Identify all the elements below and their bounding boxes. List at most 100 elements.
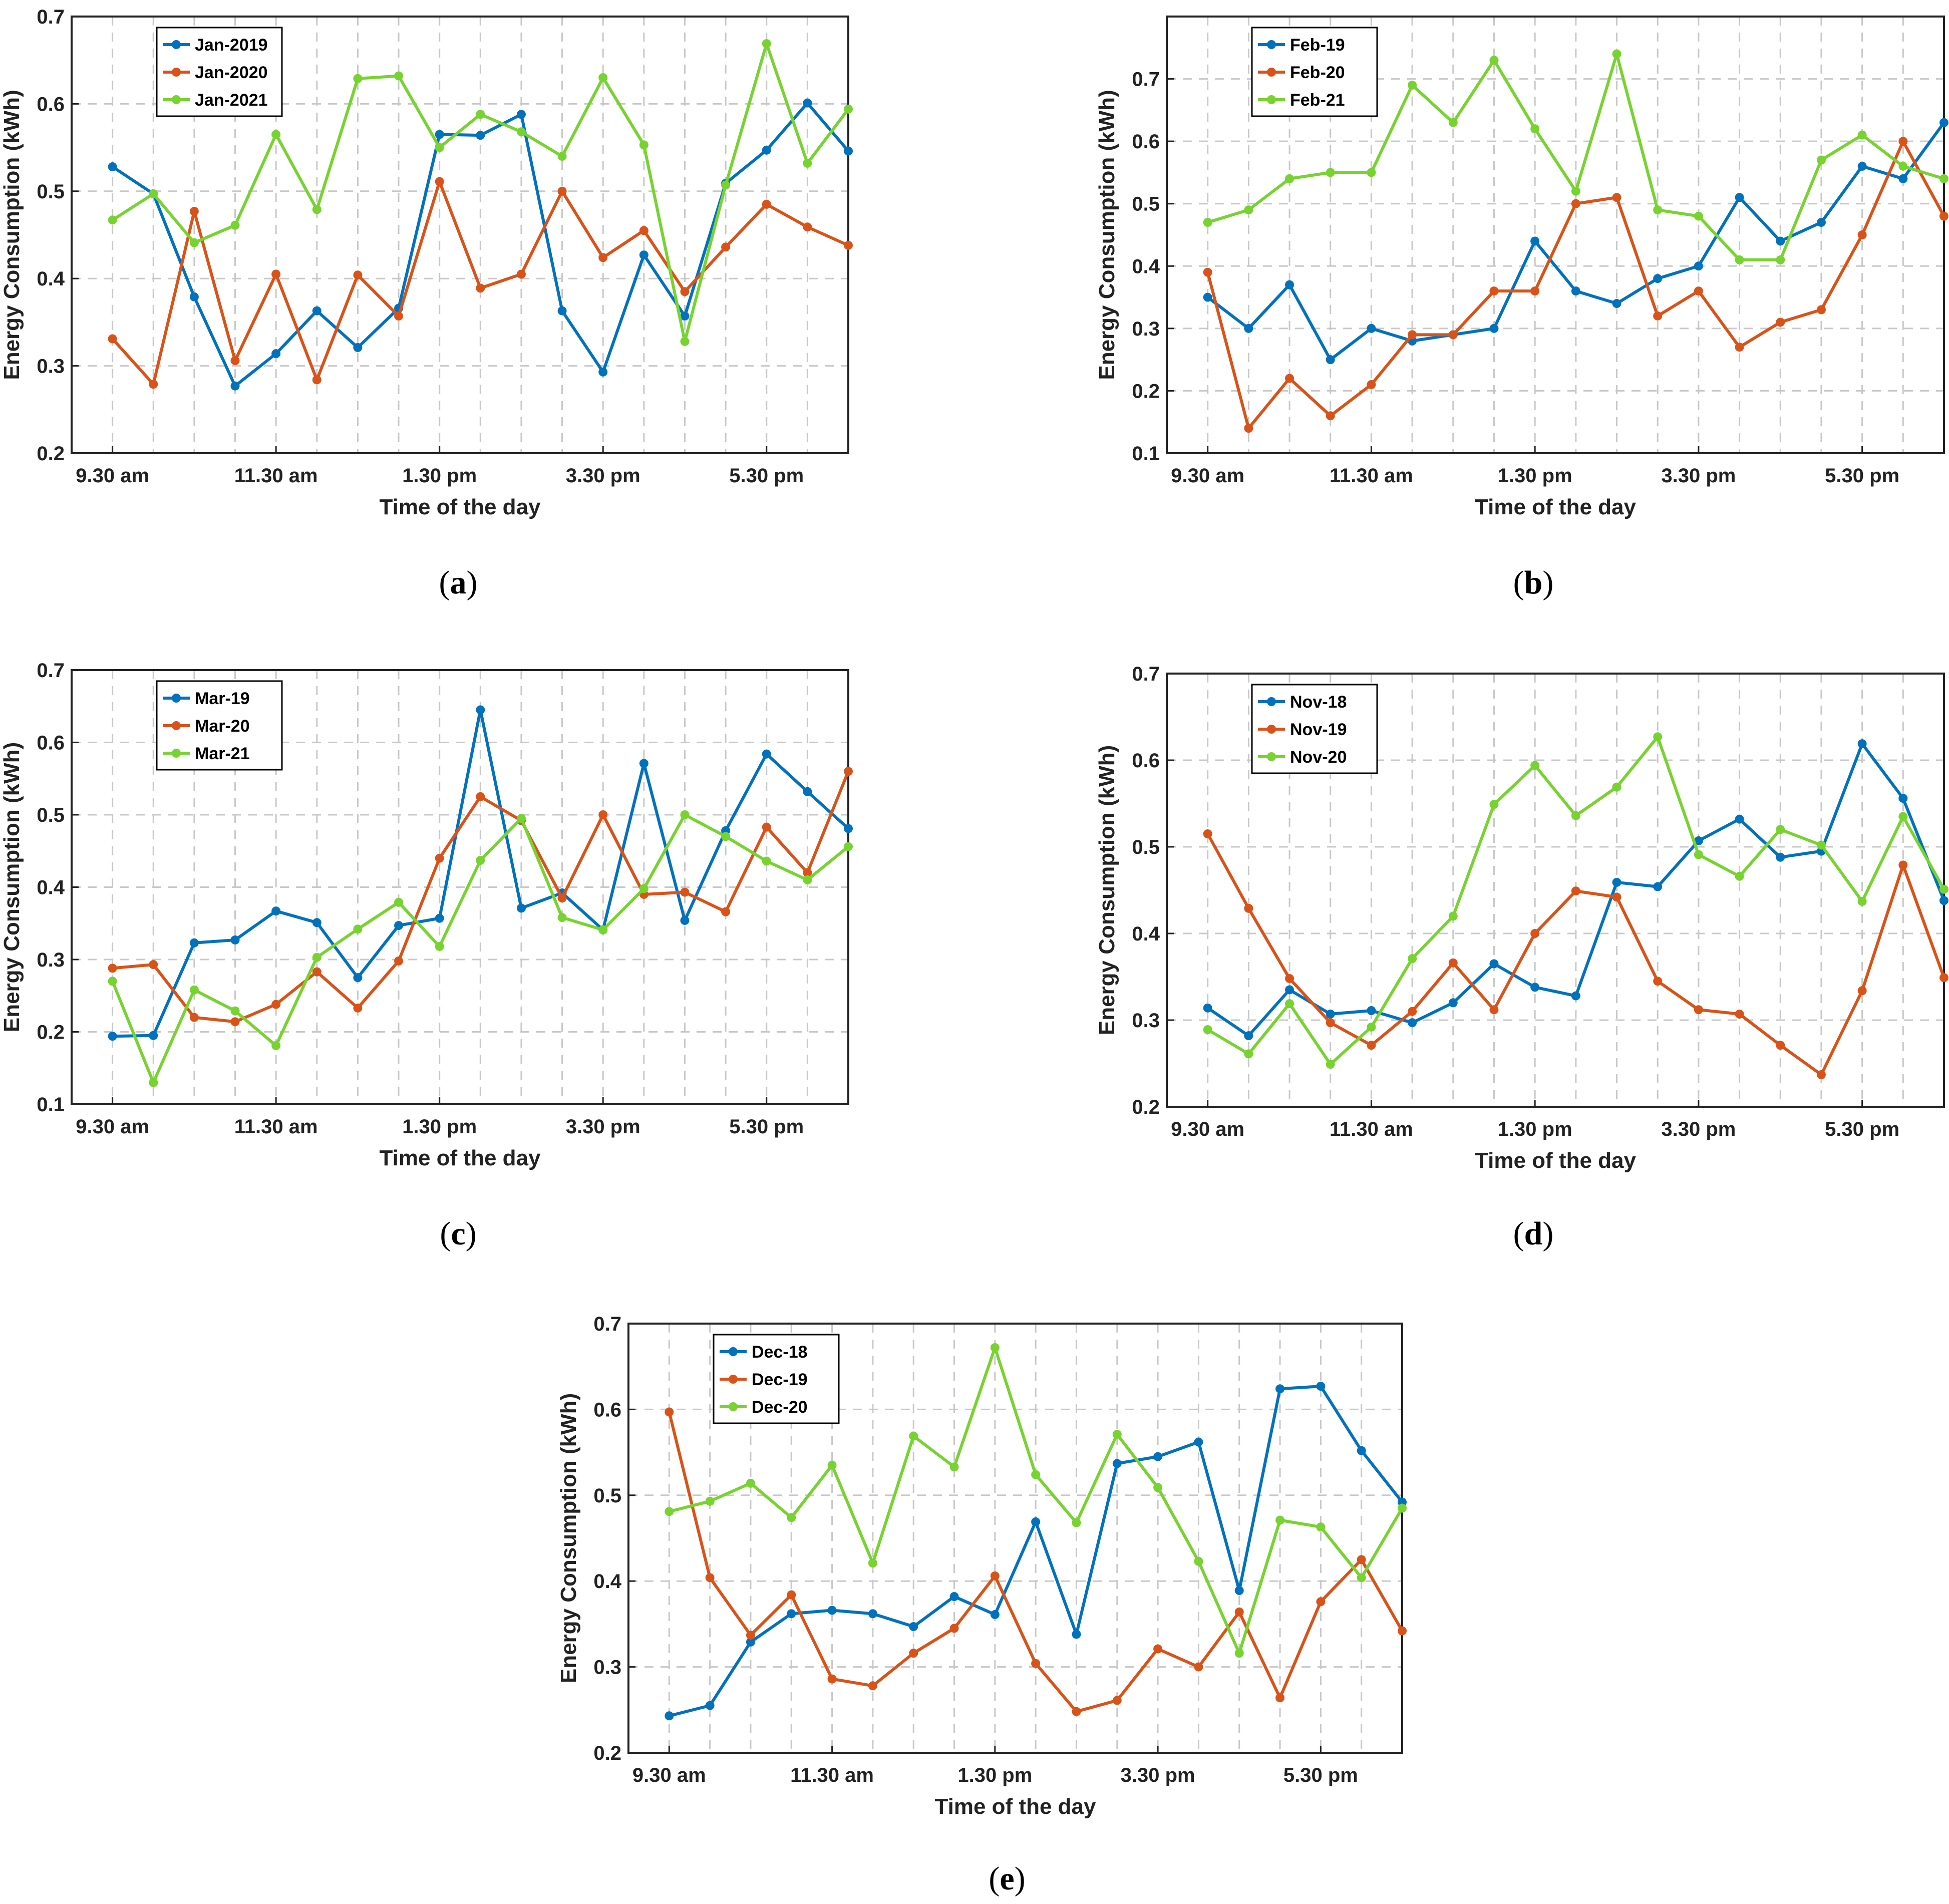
data-point [680,287,690,296]
chart-panel-c: 0.1 0.2 0.3 0.4 0.5 0.6 0.7 9.30 am 11.30 am 1.30… [0,660,853,1252]
data-point [1244,324,1253,333]
data-point [1653,274,1663,283]
data-point [189,1013,199,1022]
data-point [230,1006,240,1016]
axes-frame [1166,16,1945,454]
data-point [1776,236,1785,246]
legend: Mar-19 Mar-20 Mar-21 [156,680,283,771]
legend-marker [1267,697,1276,706]
data-point [1031,1470,1041,1479]
data-point [1857,230,1867,239]
data-point [1735,193,1744,202]
legend-marker [172,721,181,730]
data-point [435,177,444,186]
legend-label: Feb-19 [1290,36,1345,55]
subfigure-caption: (b) [1513,564,1554,601]
x-tick-label: 3.30 pm [1121,1764,1195,1786]
y-tick-label: 0.2 [593,1742,621,1764]
data-point [1194,1556,1203,1566]
x-tick-label: 11.30 am [1330,465,1413,487]
legend: Dec-18 Dec-19 Dec-20 [713,1334,840,1424]
data-point [1857,896,1867,906]
data-point [1857,986,1867,996]
data-point [721,832,731,841]
data-point [787,1609,796,1619]
data-point [189,938,199,947]
legend-marker [172,40,181,49]
data-point [230,381,240,391]
data-point [721,242,731,252]
data-point [1398,1626,1407,1636]
data-point [1112,1696,1122,1705]
data-point [108,1032,117,1041]
data-point [721,180,731,190]
data-point [1530,124,1540,134]
y-tick-label: 0.7 [37,660,65,682]
axes-frame [71,669,849,1105]
data-point [1939,174,1948,183]
data-point [1571,886,1580,896]
data-point [844,240,853,250]
data-point [435,913,444,923]
data-point [557,152,567,161]
y-tick-label: 0.2 [37,443,65,465]
y-tick-label: 0.1 [37,1094,65,1116]
data-point [271,1000,281,1009]
data-point [271,349,281,359]
subfigure-letter: c [451,1215,465,1252]
data-point [1735,871,1744,881]
data-point [1489,324,1499,333]
data-point [1326,1009,1335,1019]
y-axis-label: Energy Consumption (kWh) [0,90,24,380]
chart-panel-a: 0.2 0.3 0.4 0.5 0.6 0.7 9.30 am 11.30 am 1.30 pm… [0,6,853,601]
data-point [312,375,321,385]
data-point [476,110,485,119]
y-axis-label: Energy Consumption (kWh) [0,742,24,1032]
subfigure-letter: b [1524,564,1543,601]
legend-label: Jan-2021 [195,91,268,110]
data-point [435,941,444,951]
data-point [680,915,690,925]
data-point [557,893,567,903]
data-point [149,1078,158,1087]
y-tick-label: 0.6 [1132,750,1160,772]
x-tick-label: 3.30 pm [566,465,640,487]
data-point [844,824,853,833]
series-Feb-21 [1203,49,1948,264]
data-point [149,189,158,199]
data-point [1571,286,1580,296]
data-point [1653,205,1663,215]
data-point [1448,958,1458,968]
data-point [868,1558,877,1568]
data-point [1448,118,1458,127]
data-point [1285,999,1294,1009]
data-point [353,74,363,83]
data-point [353,270,363,280]
data-point [680,311,690,321]
data-point [1072,1518,1081,1527]
legend-label: Mar-21 [195,744,250,763]
subfigure-letter: a [450,564,467,601]
data-point [639,140,648,150]
data-point [1530,286,1540,296]
legend-label: Dec-19 [752,1370,808,1389]
data-point [721,907,731,916]
subfigure-caption: (a) [439,564,478,601]
series-Feb-20 [1203,137,1948,433]
data-point [435,853,444,863]
data-point [762,856,771,866]
data-point [1571,199,1580,208]
data-point [271,269,281,279]
series-Feb-19 [1203,118,1948,365]
data-point [909,1622,918,1632]
data-point [844,104,853,114]
y-tick-label: 0.3 [37,949,65,971]
data-point [312,205,321,214]
data-point [394,311,404,321]
data-point [394,897,404,907]
subfigure-letter: d [1524,1215,1543,1252]
data-point [1857,130,1867,140]
data-point [1357,1446,1366,1455]
y-tick-label: 0.2 [37,1022,65,1044]
data-point [516,127,526,137]
